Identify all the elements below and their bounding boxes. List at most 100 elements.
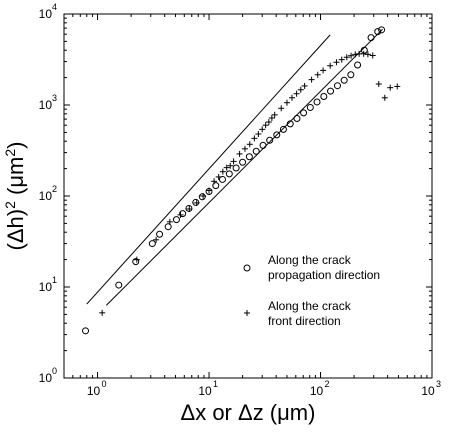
fit-lines	[86, 28, 383, 306]
circle-point	[347, 71, 355, 79]
plus-point	[387, 84, 394, 91]
plus-point	[177, 211, 184, 218]
x-tick-exponent: 1	[213, 379, 218, 389]
circle-point	[374, 28, 382, 36]
plus-point	[301, 82, 308, 89]
circle-point	[239, 158, 247, 166]
plus-point	[308, 76, 315, 83]
circle-point	[172, 216, 180, 224]
y-axis-label-suffix: )	[3, 142, 28, 149]
plus-point	[262, 122, 269, 129]
plus-point	[333, 59, 340, 66]
circle-point	[232, 164, 240, 172]
plus-point	[166, 218, 173, 225]
plus-point	[211, 178, 218, 185]
plus-point	[343, 54, 350, 61]
plus-point	[278, 105, 285, 112]
plus-point	[375, 81, 382, 88]
data-markers	[82, 26, 401, 335]
circle-point	[164, 223, 172, 231]
plus-point	[255, 131, 262, 138]
plus-point	[223, 164, 230, 171]
circle-point	[320, 92, 328, 100]
x-tick-label: 10	[310, 384, 324, 398]
y-tick-exponent: 2	[52, 184, 57, 194]
plus-point	[348, 52, 355, 59]
circle-point	[156, 230, 164, 238]
x-tick-label: 10	[421, 384, 435, 398]
legend-marker-2	[244, 310, 250, 316]
plus-point	[265, 119, 272, 126]
y-tick-label: 10	[39, 7, 53, 21]
plus-point	[352, 51, 359, 58]
plus-point	[394, 83, 401, 90]
plus-point	[297, 86, 304, 93]
x-tick-exponent: 2	[325, 379, 330, 389]
circle-point	[367, 34, 375, 42]
x-tick-exponent: 0	[102, 379, 107, 389]
plus-point	[327, 62, 334, 69]
plus-point	[381, 94, 388, 101]
y-tick-exponent: 1	[52, 275, 57, 285]
y-tick-exponent: 0	[52, 366, 57, 376]
circle-point	[132, 258, 140, 266]
plus-point	[320, 67, 327, 74]
circle-point	[306, 103, 314, 111]
plus-point	[251, 135, 258, 142]
plus-point	[369, 52, 376, 59]
plus-point	[259, 126, 266, 133]
x-tick-exponent: 3	[436, 379, 441, 389]
y-tick-label: 10	[39, 189, 53, 203]
plus-point	[241, 145, 248, 152]
axis-ticks: 10 0 10 1 10 2 10 310 010 110 210 310 4	[39, 2, 441, 398]
legend-label: front direction	[268, 314, 341, 328]
circle-point	[327, 87, 335, 95]
circle-point	[148, 240, 156, 248]
circle-point	[212, 182, 220, 190]
circle-point	[218, 175, 226, 183]
legend-label: Along the crack	[268, 299, 352, 313]
plus-point	[186, 205, 193, 212]
legend-label: Along the crack	[268, 253, 352, 267]
plus-point	[227, 162, 234, 169]
circle-point	[266, 136, 274, 144]
y-tick-label: 10	[39, 98, 53, 112]
plus-point	[200, 193, 207, 199]
plus-point	[246, 141, 253, 148]
plus-point	[133, 256, 140, 263]
plus-point	[219, 168, 226, 175]
circle-point	[340, 76, 348, 84]
circle-point	[82, 327, 90, 335]
y-axis-label-prefix: (Δh)	[3, 209, 28, 251]
series-2	[99, 50, 401, 316]
plus-point	[360, 50, 367, 57]
plus-point	[338, 56, 345, 63]
circle-point	[198, 193, 206, 201]
plus-point	[236, 150, 243, 157]
x-axis-label: Δx or Δz (μm)	[181, 400, 316, 425]
plus-point	[271, 111, 278, 118]
plus-point	[230, 158, 237, 165]
y-tick-label: 10	[39, 371, 53, 385]
plus-point	[206, 187, 213, 194]
x-tick-label: 10	[198, 384, 212, 398]
circle-point	[378, 26, 386, 34]
y-tick-label: 10	[39, 280, 53, 294]
plus-point	[99, 309, 106, 316]
plus-point	[293, 90, 300, 97]
plus-point	[364, 51, 371, 58]
circle-point	[252, 147, 260, 155]
plus-point	[283, 99, 290, 106]
plus-point	[314, 71, 321, 78]
plus-point	[215, 173, 222, 180]
circle-point	[286, 120, 294, 128]
circle-point	[293, 115, 301, 123]
circle-point	[115, 281, 123, 289]
fit-line-1	[86, 34, 331, 305]
circle-point	[259, 141, 267, 149]
circle-point	[245, 153, 253, 161]
circle-point	[279, 125, 287, 133]
